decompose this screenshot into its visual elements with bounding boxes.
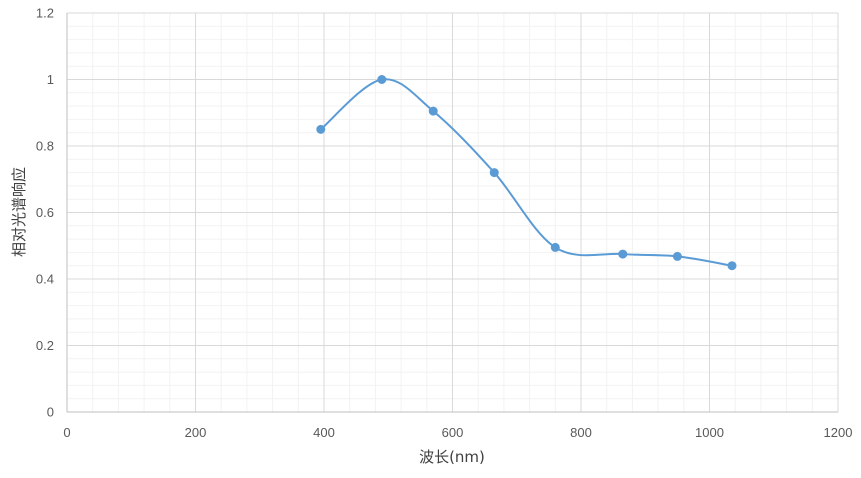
data-point-marker <box>727 261 737 271</box>
data-point-marker <box>316 124 326 134</box>
data-point-marker <box>550 242 560 252</box>
y-tick-label: 1 <box>47 72 54 87</box>
x-tick-label: 0 <box>63 425 70 440</box>
y-tick-label: 1.2 <box>36 6 54 21</box>
x-tick-label: 200 <box>185 425 207 440</box>
data-point-marker <box>618 249 628 259</box>
x-tick-label: 1200 <box>824 425 853 440</box>
axes <box>66 13 838 413</box>
data-series <box>316 75 737 271</box>
x-axis-title: 波长(nm) <box>419 448 485 466</box>
y-tick-label: 0 <box>47 405 54 420</box>
data-point-marker <box>377 75 387 84</box>
y-tick-label: 0.8 <box>36 139 54 154</box>
x-tick-label: 1000 <box>695 425 724 440</box>
x-tick-label: 600 <box>442 425 464 440</box>
y-tick-label: 0.4 <box>36 272 54 287</box>
data-point-marker <box>428 106 438 116</box>
y-axis-title: 相对光谱响应 <box>10 167 28 257</box>
major-gridlines <box>66 12 839 413</box>
tick-labels: 0 200 400 600 800 1000 1200 0 0.2 0.4 0.6 0.8 1 1.2 <box>36 6 853 441</box>
y-tick-label: 0.6 <box>36 205 54 220</box>
data-point-marker <box>672 251 682 261</box>
y-tick-label: 0.2 <box>36 338 54 353</box>
x-tick-label: 800 <box>570 425 592 440</box>
data-point-marker <box>489 168 499 178</box>
x-tick-label: 400 <box>313 425 335 440</box>
